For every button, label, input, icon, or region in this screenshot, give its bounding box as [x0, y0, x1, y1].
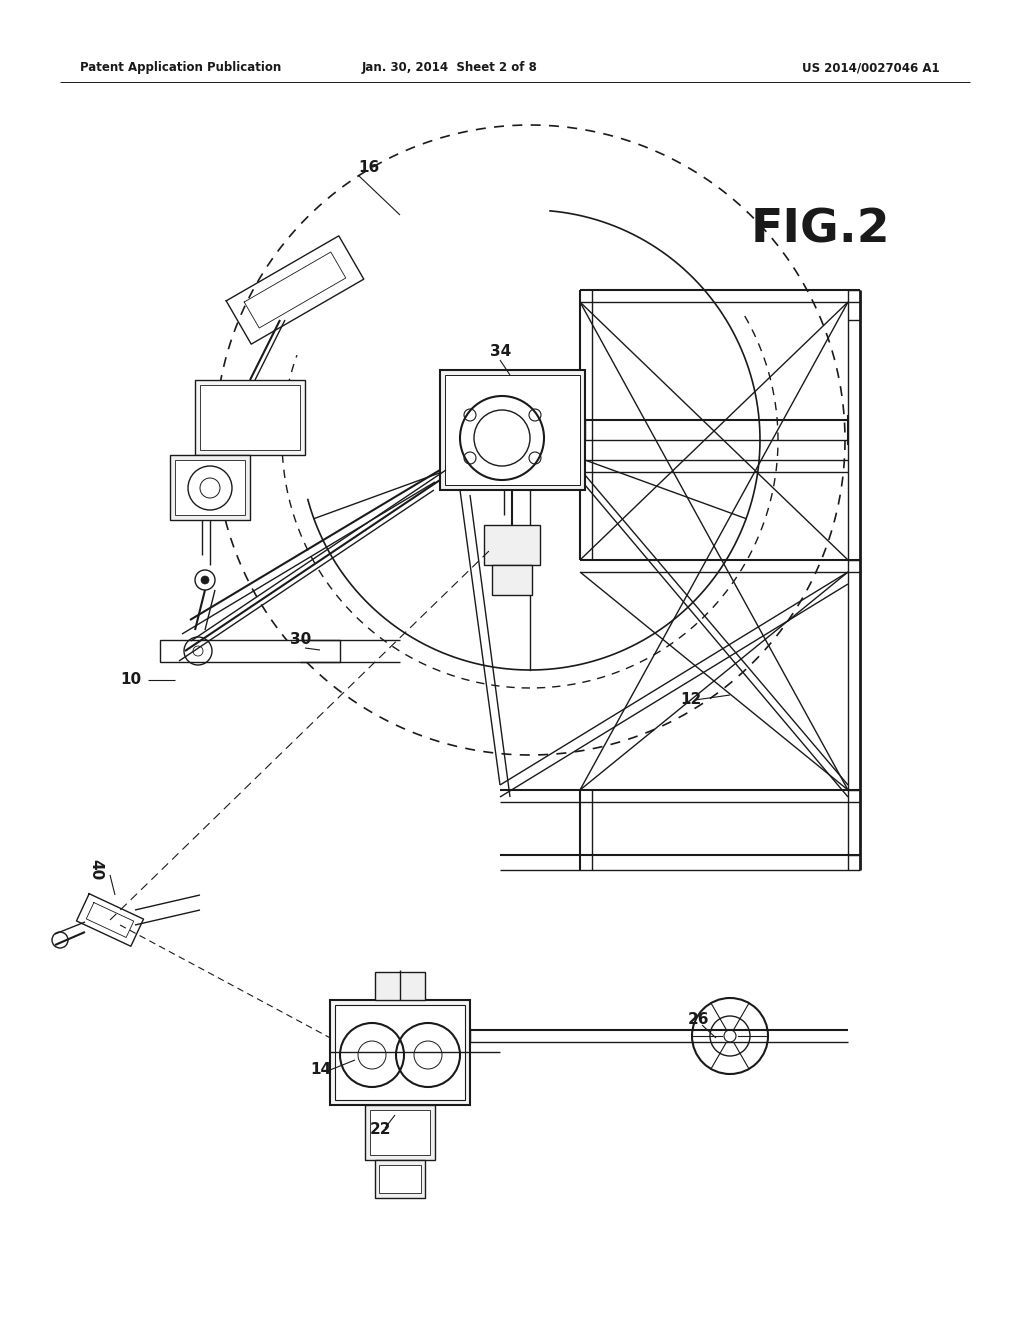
Text: 16: 16 [358, 161, 379, 176]
Bar [175, 459, 245, 515]
Text: 22: 22 [370, 1122, 391, 1138]
Bar [170, 455, 250, 520]
Bar [440, 370, 585, 490]
Bar [160, 640, 340, 663]
Bar [200, 385, 300, 450]
Bar [375, 1160, 425, 1199]
Bar [195, 380, 305, 455]
Text: 14: 14 [310, 1063, 331, 1077]
Text: FIG.2: FIG.2 [751, 207, 890, 252]
Text: 12: 12 [680, 693, 701, 708]
Bar [335, 1005, 465, 1100]
Bar [492, 565, 532, 595]
Text: 26: 26 [688, 1012, 710, 1027]
Text: 10: 10 [120, 672, 141, 688]
Bar [365, 1105, 435, 1160]
Bar [445, 375, 580, 484]
Bar [484, 525, 540, 565]
Text: Patent Application Publication: Patent Application Publication [80, 62, 282, 74]
Bar [370, 1110, 430, 1155]
Bar [375, 972, 425, 1001]
Text: 30: 30 [290, 632, 311, 648]
Bar [379, 1166, 421, 1193]
Text: Jan. 30, 2014  Sheet 2 of 8: Jan. 30, 2014 Sheet 2 of 8 [362, 62, 538, 74]
Text: 40: 40 [88, 859, 103, 880]
Bar [330, 1001, 470, 1105]
Circle shape [201, 576, 209, 583]
Text: 34: 34 [490, 345, 511, 359]
Text: US 2014/0027046 A1: US 2014/0027046 A1 [803, 62, 940, 74]
